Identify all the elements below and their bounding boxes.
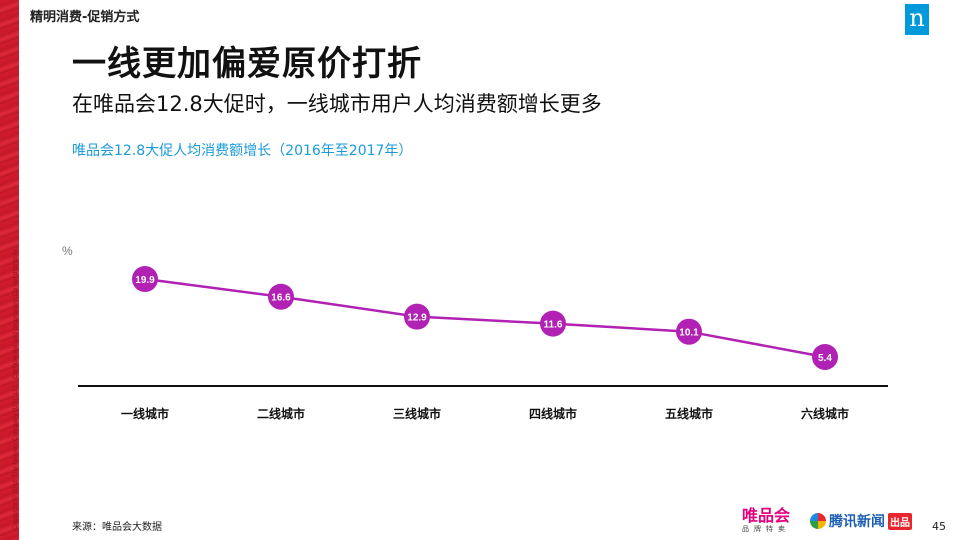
data-point [540,310,566,337]
data-point [812,343,838,370]
page-subtitle: 在唯品会12.8大促时，一线城市用户人均消费额增长更多 [72,92,602,116]
data-point [132,266,158,292]
vip-logo: 唯品会 品牌特卖 [742,508,806,538]
data-label: 16.6 [271,293,291,304]
tencent-news-icon [810,513,826,529]
section-label: 精明消费-促销方式 [30,10,140,25]
tencent-news-badge: 出品 [888,512,912,530]
x-tick-label: 二线城市 [257,406,305,421]
data-point [676,318,702,345]
red-side-strip [0,0,19,540]
source-note: 来源：唯品会大数据 [72,522,162,533]
data-point [404,303,430,330]
x-tick-label: 六线城市 [801,406,849,421]
x-tick-label: 一线城市 [121,406,169,421]
data-label: 12.9 [407,313,427,324]
data-label: 5.4 [818,353,832,364]
tencent-news-logo: 腾讯新闻 出品 [810,510,912,532]
x-tick-label: 四线城市 [529,406,577,421]
y-axis-unit-label: % [62,244,73,258]
vip-logo-subtext: 品牌特卖 [742,525,790,533]
data-label: 19.9 [135,275,155,286]
nielsen-logo: n [905,4,929,35]
chart-title: 唯品会12.8大促人均消费额增长（2016年至2017年） [72,143,413,159]
series-line [144,277,826,359]
x-tick-label: 三线城市 [393,406,441,421]
tencent-news-text: 腾讯新闻 [829,514,885,530]
series-layer: 19.9 一线城市 16.6 二线城市 12.9 三线城市 11.6 四线城市 10.1 五线城市… [121,266,849,421]
x-tick-label: 五线城市 [665,406,713,421]
page-title: 一线更加偏爱原价打折 [72,44,422,84]
data-label: 11.6 [544,320,563,331]
data-point [268,283,294,310]
page-number: 45 [932,520,946,533]
vip-logo-text: 唯品会 [742,506,791,525]
data-label: 10.1 [679,328,699,339]
